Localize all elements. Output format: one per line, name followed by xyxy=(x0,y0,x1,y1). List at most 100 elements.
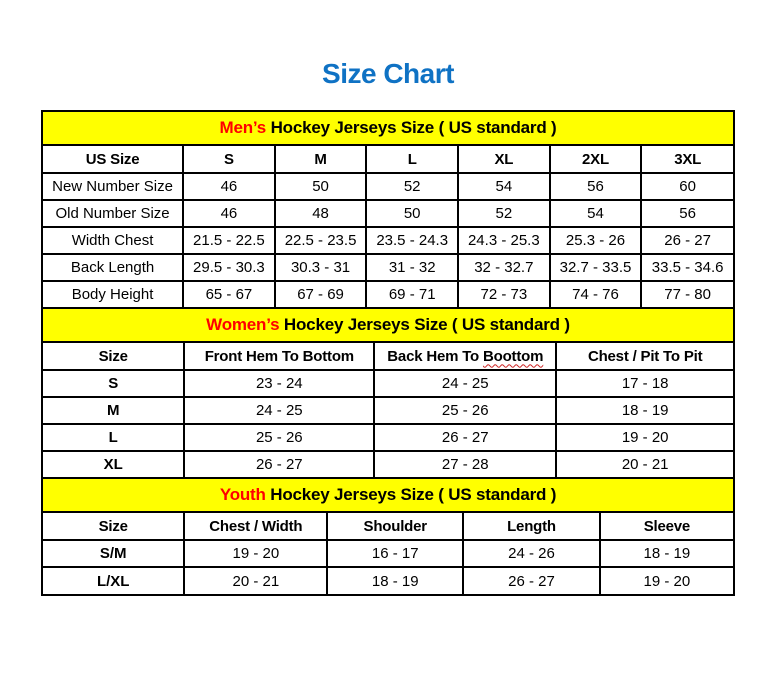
page-title: Size Chart xyxy=(322,58,454,89)
table-cell: 19 - 20 xyxy=(598,566,733,594)
youth-row-sm: S/M 19 - 20 16 - 17 24 - 26 18 - 19 xyxy=(43,539,733,568)
youth-col-sleeve: Sleeve xyxy=(598,511,733,541)
youth-col-shoulder: Shoulder xyxy=(326,511,465,541)
table-cell: 29.5 - 30.3 xyxy=(182,253,276,282)
table-cell: 23.5 - 24.3 xyxy=(365,226,460,255)
women-section-highlight: Women’s xyxy=(206,315,280,334)
table-cell: 74 - 76 xyxy=(548,280,643,309)
table-cell: 32 - 32.7 xyxy=(457,253,551,282)
back-hem-label: Back Hem To xyxy=(387,347,480,365)
table-cell: 31 - 32 xyxy=(365,253,460,282)
table-cell: 54 xyxy=(548,199,643,228)
table-cell: 48 xyxy=(273,199,368,228)
table-cell: 23 - 24 xyxy=(183,369,376,398)
table-cell: 54 xyxy=(457,172,551,201)
women-row-m: M 24 - 25 25 - 26 18 - 19 xyxy=(43,396,733,425)
men-col-xl: XL xyxy=(457,144,551,174)
table-cell: 26 - 27 xyxy=(373,423,558,452)
men-col-2xl: 2XL xyxy=(548,144,643,174)
men-row-width-chest: Width Chest 21.5 - 22.5 22.5 - 23.5 23.5… xyxy=(43,226,733,255)
women-size-table: Women’s Hockey Jerseys Size ( US standar… xyxy=(43,309,733,479)
women-column-header-row: Size Front Hem To Bottom Back Hem To Boo… xyxy=(43,341,733,371)
men-section-row: Men’s Hockey Jerseys Size ( US standard … xyxy=(43,112,733,146)
youth-section-row: Youth Hockey Jerseys Size ( US standard … xyxy=(43,479,733,513)
table-cell: 56 xyxy=(548,172,643,201)
men-row-body-height: Body Height 65 - 67 67 - 69 69 - 71 72 -… xyxy=(43,280,733,309)
youth-column-header-row: Size Chest / Width Shoulder Length Sleev… xyxy=(43,511,733,541)
table-cell: 50 xyxy=(365,199,460,228)
youth-col-size: Size xyxy=(43,511,186,541)
size-chart: Men’s Hockey Jerseys Size ( US standard … xyxy=(41,110,735,596)
men-section-rest: Hockey Jerseys Size ( US standard ) xyxy=(270,118,557,137)
row-label: New Number Size xyxy=(43,172,185,201)
table-cell: 24 - 25 xyxy=(373,369,558,398)
row-label: S xyxy=(43,369,186,398)
women-col-front-hem: Front Hem To Bottom xyxy=(183,341,376,371)
women-section-rest: Hockey Jerseys Size ( US standard ) xyxy=(283,315,570,334)
table-cell: 25 - 26 xyxy=(183,423,376,452)
table-cell: 50 xyxy=(273,172,368,201)
row-label: S/M xyxy=(43,539,186,568)
row-label: Back Length xyxy=(43,253,185,282)
table-cell: 27 - 28 xyxy=(373,450,558,479)
table-cell: 19 - 20 xyxy=(555,423,733,452)
table-cell: 65 - 67 xyxy=(182,280,276,309)
table-cell: 60 xyxy=(640,172,733,201)
men-col-s: S xyxy=(182,144,276,174)
row-label: Width Chest xyxy=(43,226,185,255)
table-cell: 22.5 - 23.5 xyxy=(273,226,368,255)
row-label: Body Height xyxy=(43,280,185,309)
table-cell: 46 xyxy=(182,172,276,201)
men-col-3xl: 3XL xyxy=(640,144,733,174)
table-cell: 30.3 - 31 xyxy=(273,253,368,282)
youth-size-table: Youth Hockey Jerseys Size ( US standard … xyxy=(43,479,733,594)
women-col-size: Size xyxy=(43,341,186,371)
table-cell: 25 - 26 xyxy=(373,396,558,425)
men-col-l: L xyxy=(365,144,460,174)
men-col-us-size: US Size xyxy=(43,144,185,174)
table-cell: 18 - 19 xyxy=(598,539,733,568)
table-cell: 33.5 - 34.6 xyxy=(640,253,733,282)
women-col-chest: Chest / Pit To Pit xyxy=(555,341,733,371)
table-cell: 26 - 27 xyxy=(183,450,376,479)
men-section-highlight: Men’s xyxy=(219,118,267,137)
table-cell: 18 - 19 xyxy=(326,566,465,594)
women-row-l: L 25 - 26 26 - 27 19 - 20 xyxy=(43,423,733,452)
row-label: L xyxy=(43,423,186,452)
table-cell: 77 - 80 xyxy=(640,280,733,309)
back-hem-misspelled-word: Boottom xyxy=(482,347,544,365)
table-cell: 26 - 27 xyxy=(640,226,733,255)
women-row-xl: XL 26 - 27 27 - 28 20 - 21 xyxy=(43,450,733,479)
men-size-table: Men’s Hockey Jerseys Size ( US standard … xyxy=(43,112,733,309)
table-cell: 24 - 26 xyxy=(462,539,601,568)
table-cell: 24 - 25 xyxy=(183,396,376,425)
women-row-s: S 23 - 24 24 - 25 17 - 18 xyxy=(43,369,733,398)
women-col-back-hem: Back Hem To Boottom xyxy=(373,341,558,371)
table-cell: 20 - 21 xyxy=(183,566,329,594)
table-cell: 46 xyxy=(182,199,276,228)
row-label: XL xyxy=(43,450,186,479)
men-col-m: M xyxy=(273,144,368,174)
table-cell: 26 - 27 xyxy=(462,566,601,594)
table-cell: 24.3 - 25.3 xyxy=(457,226,551,255)
women-section-row: Women’s Hockey Jerseys Size ( US standar… xyxy=(43,309,733,343)
table-cell: 19 - 20 xyxy=(183,539,329,568)
table-cell: 20 - 21 xyxy=(555,450,733,479)
row-label: Old Number Size xyxy=(43,199,185,228)
table-cell: 67 - 69 xyxy=(273,280,368,309)
youth-col-chest-width: Chest / Width xyxy=(183,511,329,541)
table-cell: 52 xyxy=(457,199,551,228)
table-cell: 72 - 73 xyxy=(457,280,551,309)
table-cell: 17 - 18 xyxy=(555,369,733,398)
men-row-old-number: Old Number Size 46 48 50 52 54 56 xyxy=(43,199,733,228)
youth-section-rest: Hockey Jerseys Size ( US standard ) xyxy=(270,485,557,504)
row-label: L/XL xyxy=(43,566,186,594)
table-cell: 52 xyxy=(365,172,460,201)
youth-section-title: Youth Hockey Jerseys Size ( US standard … xyxy=(43,479,733,513)
table-cell: 21.5 - 22.5 xyxy=(182,226,276,255)
youth-row-lxl: L/XL 20 - 21 18 - 19 26 - 27 19 - 20 xyxy=(43,566,733,594)
table-cell: 69 - 71 xyxy=(365,280,460,309)
men-column-header-row: US Size S M L XL 2XL 3XL xyxy=(43,144,733,174)
women-section-title: Women’s Hockey Jerseys Size ( US standar… xyxy=(43,309,733,343)
